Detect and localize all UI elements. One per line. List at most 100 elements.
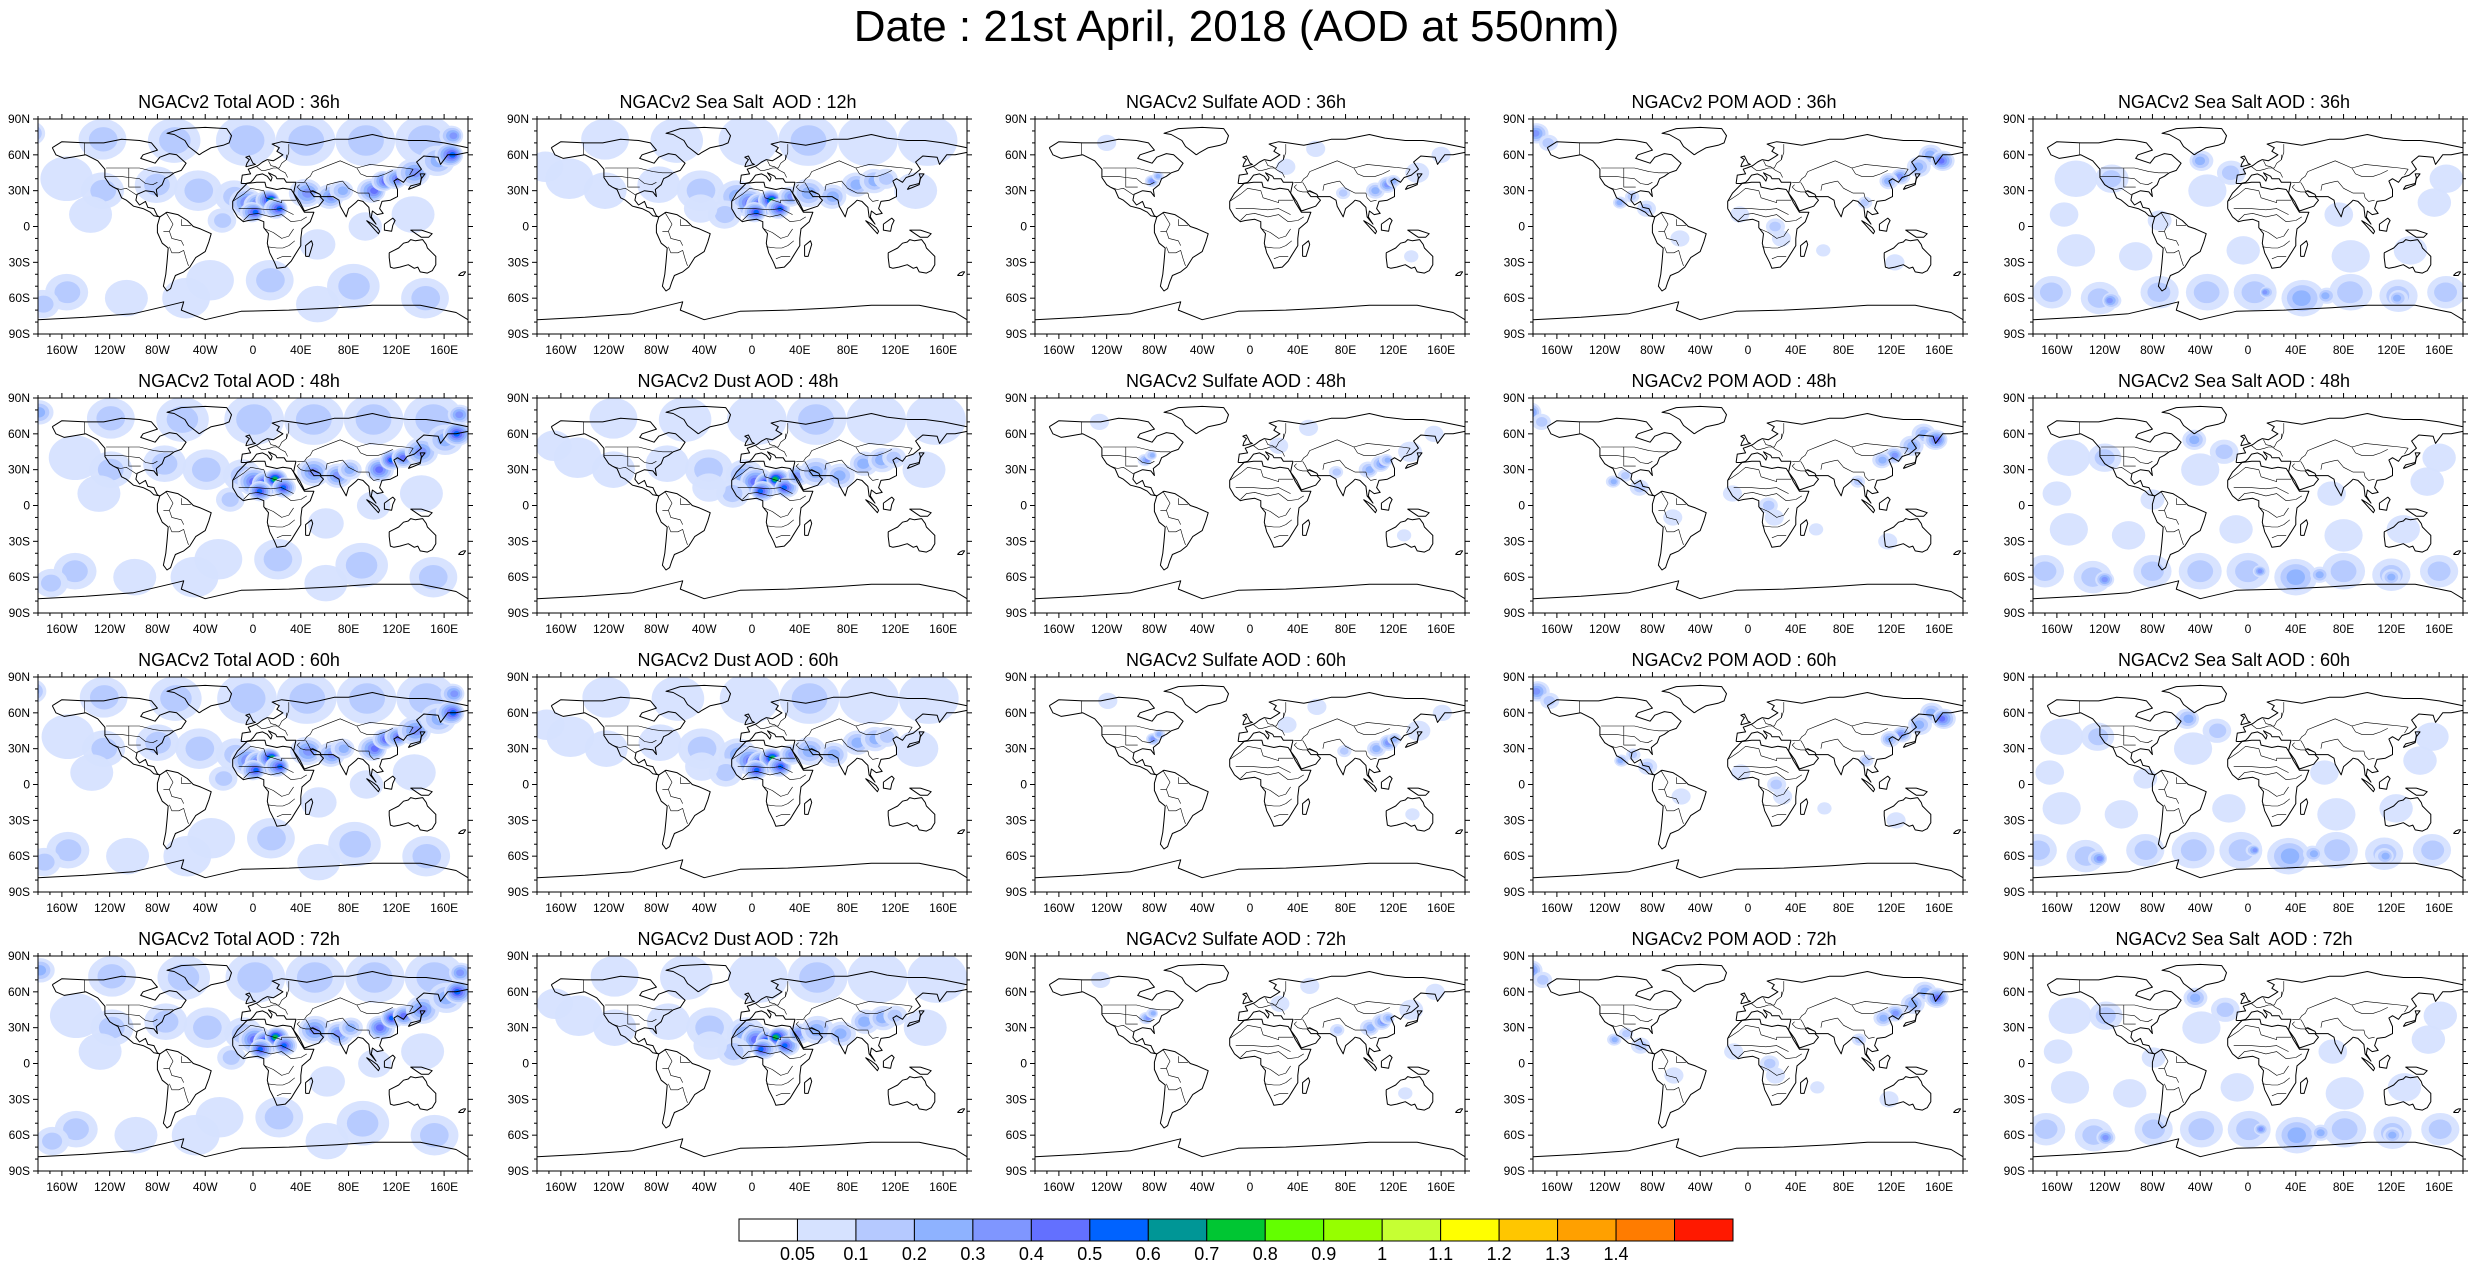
lon-tick-label: 80W — [1142, 343, 1167, 357]
colorbar-label: 1.4 — [1604, 1244, 1629, 1261]
lat-tick-label: 90N — [8, 949, 30, 963]
lat-tick-label: 90S — [1006, 327, 1027, 341]
aod-field — [2033, 708, 2452, 875]
lat-tick-label: 30S — [1504, 255, 1525, 269]
colorbar-swatch — [1674, 1218, 1734, 1242]
lat-tick-label: 0 — [1518, 778, 1525, 792]
lon-tick-label: 0 — [749, 622, 756, 636]
lon-tick-label: 40W — [1190, 1180, 1215, 1194]
lat-tick-label: 60S — [508, 1128, 529, 1142]
lat-tick-label: 60S — [508, 849, 529, 863]
colorbar-label: 0.4 — [1019, 1244, 1044, 1261]
lat-tick-label: 60S — [1006, 1128, 1027, 1142]
map-panel: NGACv2 POM AOD : 60h 90N 60N 30N 0 30S 60S 90S 1… — [1495, 650, 1973, 930]
colorbar-label: 0.3 — [960, 1244, 985, 1261]
lat-tick-label: 60N — [2003, 427, 2025, 441]
lat-tick-label: 60N — [8, 706, 30, 720]
lat-tick-label: 30N — [8, 742, 30, 756]
colorbar-swatch — [1615, 1218, 1676, 1242]
lat-tick-label: 30N — [1503, 1021, 1525, 1035]
lat-tick-label: 60S — [9, 570, 30, 584]
colorbar-label: 0.5 — [1077, 1244, 1102, 1261]
lon-tick-label: 160E — [1427, 1180, 1455, 1194]
panel-title: NGACv2 Total AOD : 60h — [138, 650, 340, 670]
lat-tick-label: 60N — [8, 985, 30, 999]
lon-tick-label: 0 — [749, 1180, 756, 1194]
lon-tick-label: 160E — [929, 901, 957, 915]
lon-tick-label: 40W — [193, 1180, 218, 1194]
lon-tick-label: 120E — [881, 901, 909, 915]
lon-tick-label: 160E — [1925, 1180, 1953, 1194]
lon-tick-label: 40W — [193, 901, 218, 915]
colorbar-label: 1.3 — [1545, 1244, 1570, 1261]
lon-tick-label: 80E — [837, 622, 858, 636]
colorbar-swatch — [1557, 1218, 1617, 1242]
lon-tick-label: 40W — [1190, 622, 1215, 636]
lon-tick-label: 0 — [1745, 622, 1752, 636]
lon-tick-label: 40W — [692, 343, 717, 357]
lat-tick-label: 30S — [1504, 534, 1525, 548]
map-panel: NGACv2 Total AOD : 36h 90N 60N 30N 0 30S 60S 90… — [0, 92, 478, 372]
lat-tick-label: 60S — [2004, 849, 2025, 863]
lon-tick-label: 80W — [1640, 622, 1665, 636]
map-panel: NGACv2 Sea Salt AOD : 72h 90N 60N 30N 0 30S 60… — [1995, 929, 2473, 1209]
lon-tick-label: 160W — [46, 901, 78, 915]
lat-tick-label: 90N — [507, 112, 529, 126]
lon-tick-label: 80W — [644, 901, 669, 915]
lon-tick-label: 0 — [250, 343, 257, 357]
coastlines — [1533, 126, 1963, 334]
lon-tick-label: 40W — [1688, 1180, 1713, 1194]
lon-tick-label: 80W — [644, 1180, 669, 1194]
lon-tick-label: 120E — [1877, 1180, 1905, 1194]
lat-tick-label: 60S — [1504, 1128, 1525, 1142]
aod-field — [1533, 960, 1949, 1108]
lat-tick-label: 90N — [2003, 670, 2025, 684]
lon-tick-label: 80E — [1335, 901, 1356, 915]
lat-tick-label: 60N — [1503, 985, 1525, 999]
coastlines — [1035, 405, 1465, 613]
aod-field — [537, 398, 966, 508]
lon-tick-label: 80W — [644, 343, 669, 357]
lon-tick-label: 80W — [1640, 901, 1665, 915]
lon-tick-label: 160E — [430, 343, 458, 357]
lon-tick-label: 160E — [430, 901, 458, 915]
lon-tick-label: 160E — [1427, 622, 1455, 636]
lon-tick-label: 120W — [94, 622, 126, 636]
lon-tick-label: 40W — [1688, 901, 1713, 915]
lon-tick-label: 40E — [290, 622, 311, 636]
lat-tick-label: 90N — [8, 112, 30, 126]
lon-tick-label: 80E — [837, 1180, 858, 1194]
colorbar-label: 1.1 — [1428, 1244, 1453, 1261]
coastlines — [38, 963, 468, 1171]
lat-tick-label: 60N — [1005, 148, 1027, 162]
panel-title: NGACv2 Sulfate AOD : 72h — [1125, 929, 1347, 949]
lat-tick-label: 90S — [2004, 606, 2025, 620]
lat-tick-label: 90N — [507, 949, 529, 963]
panel-title: NGACv2 Total AOD : 48h — [138, 371, 340, 391]
colorbar-label: 0.6 — [1136, 1244, 1161, 1261]
lat-tick-label: 30S — [1504, 813, 1525, 827]
lat-tick-label: 90N — [1503, 949, 1525, 963]
lat-tick-label: 0 — [23, 778, 30, 792]
lon-tick-label: 160E — [1925, 901, 1953, 915]
lat-tick-label: 30S — [9, 534, 30, 548]
lat-tick-label: 30S — [2004, 1092, 2025, 1106]
lon-tick-label: 0 — [2245, 343, 2252, 357]
lat-tick-label: 90S — [9, 327, 30, 341]
map-panel: NGACv2 Total AOD : 48h 90N 60N 30N 0 30S 60S 90… — [0, 371, 478, 651]
lon-tick-label: 120W — [1589, 1180, 1621, 1194]
colorbar-swatch — [1381, 1218, 1442, 1242]
lon-tick-label: 40W — [1190, 901, 1215, 915]
lon-tick-label: 40E — [290, 901, 311, 915]
colorbar-swatch — [1323, 1218, 1383, 1242]
lon-tick-label: 160W — [46, 1180, 78, 1194]
coastlines — [1035, 963, 1465, 1171]
lat-tick-label: 60N — [1005, 985, 1027, 999]
lon-tick-label: 120E — [881, 622, 909, 636]
lon-tick-label: 160E — [2425, 622, 2453, 636]
lon-tick-label: 80E — [338, 1180, 359, 1194]
lat-tick-label: 90S — [2004, 885, 2025, 899]
lon-tick-label: 40W — [692, 1180, 717, 1194]
lat-tick-label: 30N — [1005, 742, 1027, 756]
panel-title: NGACv2 Dust AOD : 60h — [637, 650, 839, 670]
